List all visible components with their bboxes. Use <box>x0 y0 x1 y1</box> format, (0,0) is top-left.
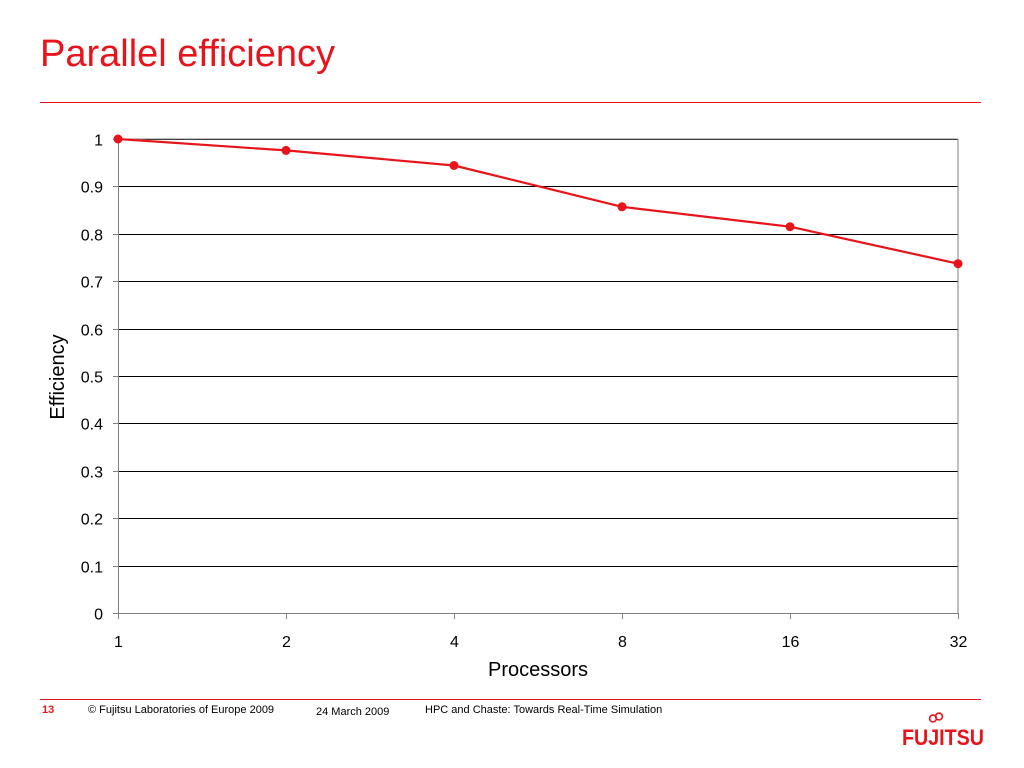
y-tick-label: 0.1 <box>81 560 103 577</box>
series-line <box>117 137 959 265</box>
axes <box>113 138 959 619</box>
slide-title: Parallel efficiency <box>40 33 336 75</box>
data-point <box>953 259 963 269</box>
x-tick-label: 8 <box>618 634 627 651</box>
x-tick-label: 32 <box>950 634 968 651</box>
logo-wordmark: FUJITSU <box>902 725 984 750</box>
data-point <box>785 222 795 232</box>
presentation-date: 24 March 2009 <box>316 706 390 718</box>
logo-infinity-right-ring <box>934 712 944 721</box>
y-tick-label: 0.7 <box>81 275 103 292</box>
y-axis-label: Efficiency <box>47 334 69 419</box>
data-point <box>449 161 459 170</box>
x-tick-labels: 1 2 4 8 16 32 <box>114 634 967 651</box>
copyright-text: © Fujitsu Laboratories of Europe 2009 <box>88 704 275 716</box>
series-efficiency <box>113 134 963 269</box>
x-tick-label: 4 <box>450 634 459 651</box>
grid-lines <box>118 139 958 567</box>
y-tick-label: 0.9 <box>81 180 103 197</box>
y-tick-labels: 0 0.1 0.2 0.3 0.4 0.5 0.6 0.7 0.8 0.9 1 <box>81 133 103 624</box>
x-tick-label: 2 <box>282 634 291 651</box>
y-tick-label: 0 <box>94 607 103 624</box>
x-tick-label: 16 <box>782 634 800 651</box>
x-axis-label: Processors <box>488 659 588 681</box>
footer-divider <box>40 699 981 700</box>
presentation-title: HPC and Chaste: Towards Real-Time Simula… <box>425 704 663 716</box>
y-tick-label: 0.4 <box>81 417 103 434</box>
y-tick-label: 0.3 <box>81 465 103 482</box>
page-number: 13 <box>42 704 55 716</box>
data-point <box>617 202 627 212</box>
title-divider <box>40 102 981 103</box>
efficiency-line-chart: 0 0.1 0.2 0.3 0.4 0.5 0.6 0.7 0.8 0.9 1 1 2 4 8 16 32 P… <box>47 133 968 682</box>
y-tick-label: 0.6 <box>81 323 103 340</box>
data-point <box>281 145 291 155</box>
data-point <box>113 134 123 144</box>
y-tick-label: 1 <box>94 133 103 150</box>
x-tick-label: 1 <box>114 634 123 651</box>
y-tick-label: 0.2 <box>81 512 103 529</box>
y-tick-label: 0.8 <box>81 228 103 245</box>
y-tick-label: 0.5 <box>81 370 103 387</box>
fujitsu-logo: FUJITSU <box>902 712 984 750</box>
